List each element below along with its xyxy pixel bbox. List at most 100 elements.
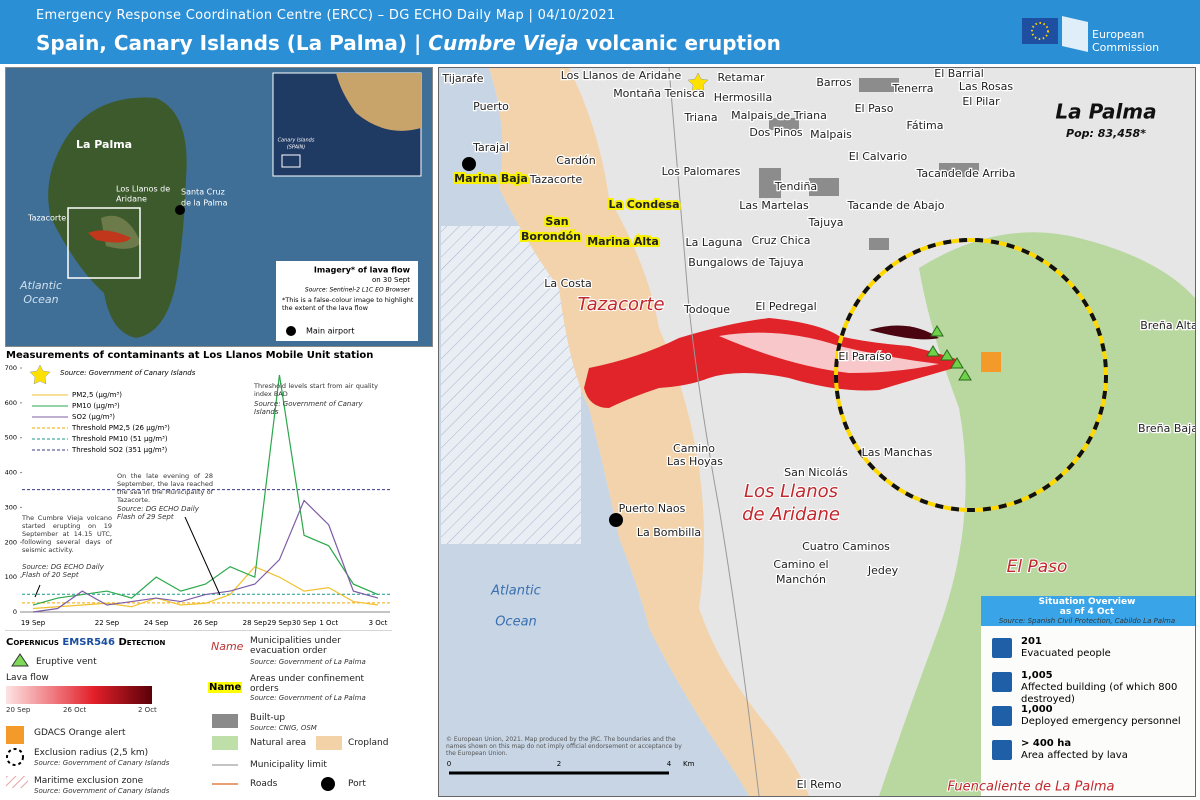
x-tick-label: 28 Sep — [243, 619, 268, 627]
copernicus-text: Copernicus — [6, 637, 59, 648]
conf-source: Source: Government of La Palma — [250, 694, 366, 702]
confinement-label: San — [545, 215, 568, 228]
inset-label: Aridane — [116, 195, 147, 204]
port-symbol — [321, 777, 335, 791]
place-label: Las Rosas — [959, 80, 1013, 93]
y-tick-label: 200 — [5, 538, 17, 546]
lava-flow-old — [869, 325, 939, 340]
limit-label: Municipality limit — [250, 760, 327, 770]
port-label: Port — [348, 779, 366, 789]
situation-label: Evacuated people — [1021, 648, 1111, 659]
place-label: Malpais de Triana — [731, 109, 827, 122]
gdacs-alert — [981, 352, 1001, 372]
place-label: Cuatro Caminos — [802, 540, 890, 553]
place-label: Puerto — [473, 100, 509, 113]
situation-date: as of 4 Oct — [1059, 607, 1115, 617]
copyright: © European Union, 2021. Map produced by … — [446, 736, 682, 757]
situation-label: Area affected by lava — [1021, 750, 1128, 761]
builtup-patch — [759, 168, 781, 198]
inset-label: Atlantic — [19, 279, 62, 292]
place-label: Las Manchas — [862, 446, 933, 459]
exclusion-label: Exclusion radius (2,5 km) — [34, 748, 149, 758]
place-label: El Remo — [797, 778, 842, 791]
header-subtitle: Emergency Response Coordination Centre (… — [36, 8, 616, 23]
legend-label: Threshold PM10 (51 µg/m³) — [71, 435, 168, 443]
place-label: El Pedregal — [755, 300, 816, 313]
place-label: La Costa — [544, 277, 592, 290]
inset-legend-box — [276, 261, 418, 341]
situation-icon — [992, 638, 1012, 658]
y-tick-label: 700 — [5, 364, 17, 372]
natural-symbol — [212, 736, 238, 750]
place-label: Tarajal — [472, 141, 509, 154]
place-label: Malpais — [810, 128, 852, 141]
builtup-symbol — [212, 714, 238, 728]
header: Emergency Response Coordination Centre (… — [0, 0, 1200, 64]
port — [462, 157, 476, 171]
place-label: Manchón — [776, 573, 826, 586]
municipality-label: El Paso — [1007, 557, 1068, 577]
situation-icon — [992, 706, 1012, 726]
y-tick-label: 600 — [5, 399, 17, 407]
overview-africa — [336, 73, 421, 131]
emsr-link[interactable]: EMSR546 — [62, 637, 115, 648]
lava-flow-recent — [719, 332, 939, 373]
annotation: Threshold levels start from air quality … — [254, 382, 378, 398]
municipality-label: de Aridane — [742, 504, 840, 525]
scale-label: 2 — [557, 760, 561, 768]
series-line — [32, 374, 379, 606]
chart-title: Measurements of contaminants at Los Llan… — [6, 350, 373, 361]
situation-value: > 400 ha — [1021, 738, 1072, 749]
gdacs-label: GDACS Orange alert — [34, 728, 126, 738]
conf-label: Areas under confinement orders — [250, 674, 365, 694]
place-label: Barros — [816, 76, 852, 89]
annotation: The Cumbre Vieja volcano started eruptin… — [22, 514, 112, 554]
y-tick-label: 500 — [5, 434, 17, 442]
title-italic: Cumbre Vieja — [428, 31, 579, 55]
place-label: Tijarafe — [441, 72, 483, 85]
place-label: Cardón — [556, 154, 595, 167]
legend-graphics — [5, 630, 392, 791]
y-tick-label: 400 — [5, 469, 17, 477]
roads-label: Roads — [250, 779, 278, 789]
builtup — [759, 78, 979, 250]
vent-symbol — [11, 653, 29, 667]
place-label: Las Martelas — [739, 199, 809, 212]
place-label: El Pilar — [962, 95, 1000, 108]
x-tick-label: 22 Sep — [95, 619, 120, 627]
evac-name: Name — [211, 640, 244, 653]
scale-label: Km — [683, 760, 695, 768]
ec-building — [1062, 16, 1088, 52]
lava-flow — [88, 230, 131, 243]
place-label: Jedey — [867, 564, 899, 577]
place-label: La Laguna — [686, 236, 743, 249]
place-label: Hermosilla — [714, 91, 772, 104]
vent — [958, 369, 972, 381]
gdacs-icon — [6, 726, 24, 744]
lava-flow — [584, 318, 959, 408]
place-label: Tajuya — [808, 216, 844, 229]
inset-label: Los Llanos de — [116, 185, 170, 194]
place-label: Camino el — [773, 558, 828, 571]
exclusion-symbol — [6, 748, 24, 766]
inset-label: Tazacorte — [27, 214, 66, 223]
inset-label: La Palma — [76, 138, 132, 151]
place-label: Tendiña — [774, 180, 817, 193]
place-label: El Paraíso — [838, 350, 891, 363]
inset-legend-text: Imagery* of lava flow — [314, 266, 411, 275]
situation-value: 1,000 — [1021, 704, 1053, 715]
place-label: Triana — [683, 111, 717, 124]
y-tick-label: 300 — [5, 503, 17, 511]
copernicus: Copernicus EMSR546 Detection — [6, 637, 165, 648]
place-label: Montaña Tenisca — [613, 87, 705, 100]
place-label: Los Palomares — [662, 165, 741, 178]
builtup-source: Source: CNIG, OSM — [250, 724, 317, 732]
maritime-label: Maritime exclusion zone — [34, 776, 144, 786]
exclusion-source: Source: Government of Canary Islands — [34, 759, 170, 767]
airport-label: Main airport — [306, 327, 354, 336]
confinement-label: Marina Alta — [587, 235, 659, 248]
vent — [930, 325, 944, 337]
airport-icon — [175, 205, 185, 215]
inset-label: Ocean — [23, 293, 58, 306]
